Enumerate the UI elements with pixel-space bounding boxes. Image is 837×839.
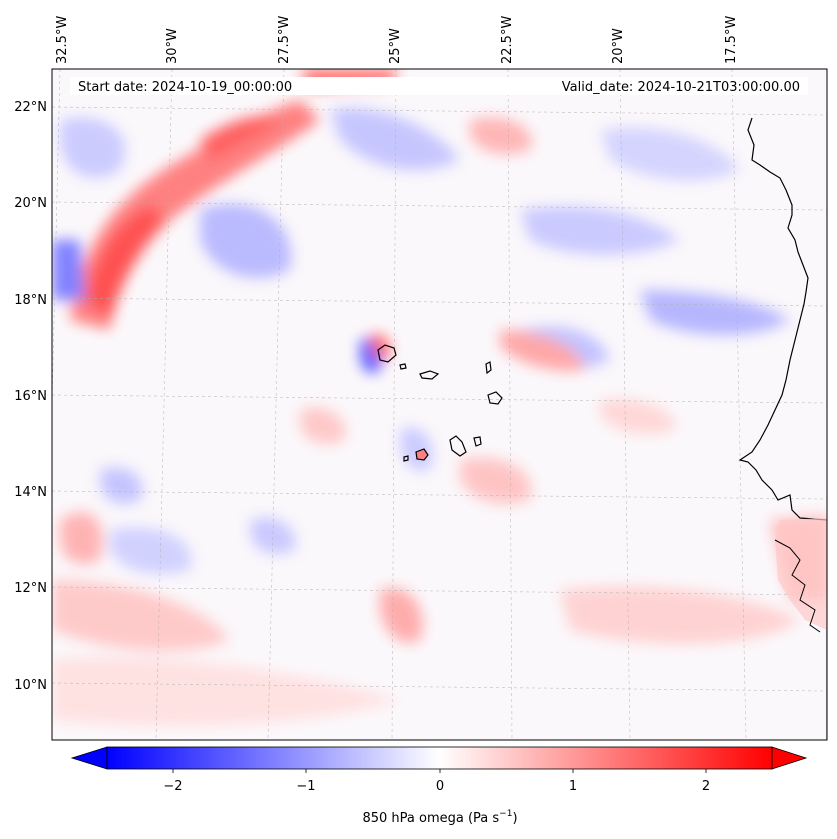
colorbar-label-close: )	[512, 811, 517, 826]
island-sao-vicente	[399, 363, 407, 370]
lat-label: 18°N	[14, 293, 47, 308]
map-panel	[52, 69, 827, 740]
island-maio	[473, 436, 482, 447]
lon-label: 20°W	[611, 28, 626, 64]
africa-coastline	[738, 117, 827, 740]
lon-label: 17.5°W	[724, 16, 739, 64]
africa-land-tint	[775, 518, 827, 630]
island-boa-vista	[487, 391, 503, 405]
colorbar-tick-label: −2	[163, 779, 182, 794]
map-frame	[51, 68, 828, 741]
header-background	[70, 77, 808, 95]
lat-label: 12°N	[14, 581, 47, 596]
lon-label: 30°W	[165, 28, 180, 64]
colorbar: −2 −1 0 1 2 850 hPa omega (Pa s−1)	[70, 746, 808, 826]
colorbar-tick-label: 1	[569, 779, 577, 794]
island-fogo	[415, 448, 429, 461]
lat-label: 20°N	[14, 196, 47, 211]
valid-date-label: Valid_date: 2024-10-21T03:00:00.00	[562, 80, 800, 95]
island-brava	[403, 455, 409, 462]
lat-label: 10°N	[14, 678, 47, 693]
lat-label: 16°N	[14, 389, 47, 404]
island-santo-antao	[377, 344, 397, 363]
coast-detail	[774, 539, 821, 633]
colorbar-ticks	[172, 769, 707, 773]
colorbar-extend-min	[70, 746, 108, 770]
lat-label: 22°N	[14, 100, 47, 115]
colorbar-extend-max	[771, 746, 808, 770]
latitude-labels: 22°N 20°N 18°N 16°N 14°N 12°N 10°N	[14, 100, 47, 693]
longitude-labels: 32.5°W 30°W 27.5°W 25°W 22.5°W 20°W 17.5…	[55, 16, 739, 64]
lon-label: 32.5°W	[55, 16, 70, 64]
island-santiago	[449, 435, 467, 457]
island-sao-nicolau	[419, 370, 440, 380]
start-date-label: Start date: 2024-10-19_00:00:00	[78, 80, 292, 95]
colorbar-body	[106, 746, 773, 770]
colorbar-label: 850 hPa omega (Pa s−1)	[362, 809, 517, 826]
lon-label: 22.5°W	[500, 16, 515, 64]
colorbar-tick-label: −1	[296, 779, 315, 794]
cabo-verde-islands	[377, 344, 503, 462]
lat-label: 14°N	[14, 485, 47, 500]
lon-label: 25°W	[388, 28, 403, 64]
map-gridlines	[52, 69, 827, 740]
colorbar-label-exponent: −1	[499, 809, 512, 819]
lon-label: 27.5°W	[277, 16, 292, 64]
island-sal	[485, 361, 492, 375]
colorbar-tick-label: 2	[702, 779, 710, 794]
colorbar-label-main: 850 hPa omega (Pa s	[362, 811, 499, 826]
colorbar-tick-label: 0	[436, 779, 444, 794]
